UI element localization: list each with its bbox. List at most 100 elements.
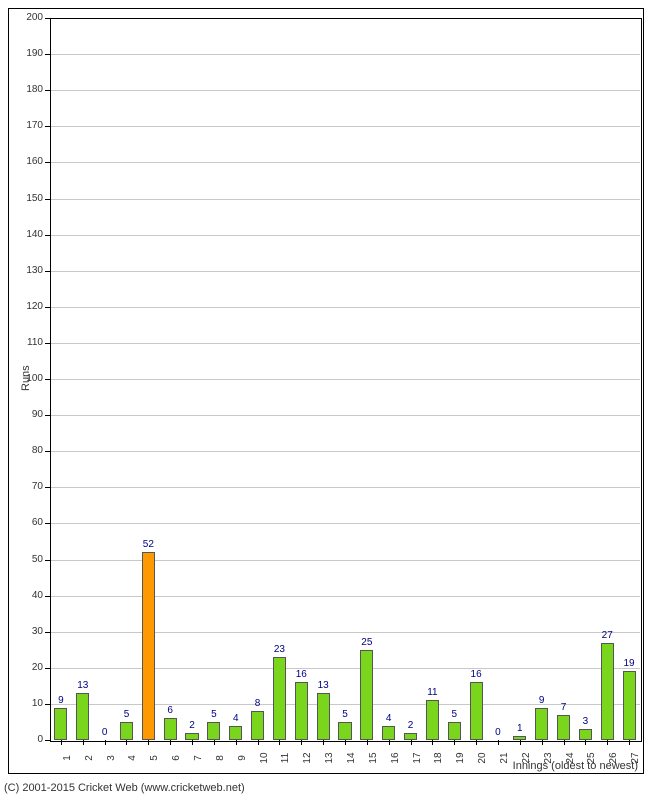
x-tick-label: 12 [302, 748, 313, 768]
x-tick-label: 10 [259, 748, 270, 768]
bar-value-label: 4 [225, 713, 247, 724]
bar [317, 693, 330, 740]
x-tick [301, 740, 302, 745]
y-tick-label: 160 [18, 156, 43, 167]
bar [185, 733, 198, 740]
bar-value-label: 13 [312, 680, 334, 691]
y-tick-label: 10 [18, 698, 43, 709]
x-tick [564, 740, 565, 745]
y-tick-label: 60 [18, 517, 43, 528]
x-tick [323, 740, 324, 745]
y-tick-label: 180 [18, 84, 43, 95]
x-tick-label: 11 [280, 748, 291, 768]
x-tick [170, 740, 171, 745]
bar-value-label: 23 [269, 644, 291, 655]
bar-value-label: 9 [50, 695, 72, 706]
bar-value-label: 7 [553, 702, 575, 713]
x-tick [585, 740, 586, 745]
x-tick [236, 740, 237, 745]
bar [142, 552, 155, 740]
x-tick [345, 740, 346, 745]
x-tick-label: 19 [455, 748, 466, 768]
bar-value-label: 11 [421, 687, 443, 698]
bar-value-label: 1 [509, 723, 531, 734]
bar [251, 711, 264, 740]
y-tick-label: 40 [18, 590, 43, 601]
x-tick-label: 21 [499, 748, 510, 768]
x-tick-label: 9 [237, 748, 248, 768]
x-tick [61, 740, 62, 745]
bar [120, 722, 133, 740]
x-tick-label: 7 [193, 748, 204, 768]
y-tick-label: 30 [18, 626, 43, 637]
y-tick-label: 190 [18, 48, 43, 59]
bar [338, 722, 351, 740]
y-tick-label: 120 [18, 301, 43, 312]
x-tick [498, 740, 499, 745]
x-tick [148, 740, 149, 745]
y-tick-label: 50 [18, 554, 43, 565]
x-tick-label: 1 [62, 748, 73, 768]
x-tick-label: 20 [477, 748, 488, 768]
x-tick [126, 740, 127, 745]
x-tick [367, 740, 368, 745]
bar [535, 708, 548, 740]
y-tick-label: 0 [18, 734, 43, 745]
bar [295, 682, 308, 740]
x-tick-label: 14 [346, 748, 357, 768]
x-tick-label: 13 [324, 748, 335, 768]
x-tick-label: 6 [171, 748, 182, 768]
y-tick-label: 140 [18, 229, 43, 240]
bar-value-label: 5 [203, 709, 225, 720]
bar-value-label: 4 [378, 713, 400, 724]
bar-value-label: 13 [72, 680, 94, 691]
y-tick-label: 130 [18, 265, 43, 276]
x-tick [214, 740, 215, 745]
bar-value-label: 5 [116, 709, 138, 720]
bar-value-label: 52 [137, 539, 159, 550]
x-tick [542, 740, 543, 745]
bar-value-label: 25 [356, 637, 378, 648]
copyright-text: (C) 2001-2015 Cricket Web (www.cricketwe… [4, 782, 245, 794]
x-tick [258, 740, 259, 745]
bar [470, 682, 483, 740]
x-axis-title: Innings (oldest to newest) [513, 760, 638, 772]
x-tick [105, 740, 106, 745]
x-tick-label: 17 [412, 748, 423, 768]
bar [54, 708, 67, 740]
bar-value-label: 27 [596, 630, 618, 641]
bar-value-label: 19 [618, 658, 640, 669]
bar-value-label: 0 [487, 727, 509, 738]
y-tick-label: 20 [18, 662, 43, 673]
x-tick [629, 740, 630, 745]
x-tick-label: 18 [433, 748, 444, 768]
x-tick [520, 740, 521, 745]
bar-value-label: 0 [94, 727, 116, 738]
x-tick-label: 4 [127, 748, 138, 768]
plot-border [50, 18, 642, 742]
bar [557, 715, 570, 740]
x-tick-label: 15 [368, 748, 379, 768]
bar [360, 650, 373, 740]
x-tick-label: 16 [390, 748, 401, 768]
bar-value-label: 5 [443, 709, 465, 720]
x-tick-label: 2 [84, 748, 95, 768]
y-tick-label: 110 [18, 337, 43, 348]
chart-container: 0102030405060708090100110120130140150160… [0, 0, 650, 800]
y-tick-label: 150 [18, 193, 43, 204]
bar [601, 643, 614, 740]
bar [164, 718, 177, 740]
x-tick-label: 8 [215, 748, 226, 768]
bar [229, 726, 242, 740]
y-tick-label: 200 [18, 12, 43, 23]
bar-value-label: 9 [531, 695, 553, 706]
x-tick-label: 3 [106, 748, 117, 768]
bar-value-label: 5 [334, 709, 356, 720]
x-tick [432, 740, 433, 745]
bar-value-label: 6 [159, 705, 181, 716]
bar [579, 729, 592, 740]
y-tick-label: 70 [18, 481, 43, 492]
bar [382, 726, 395, 740]
x-tick [279, 740, 280, 745]
bar [273, 657, 286, 740]
